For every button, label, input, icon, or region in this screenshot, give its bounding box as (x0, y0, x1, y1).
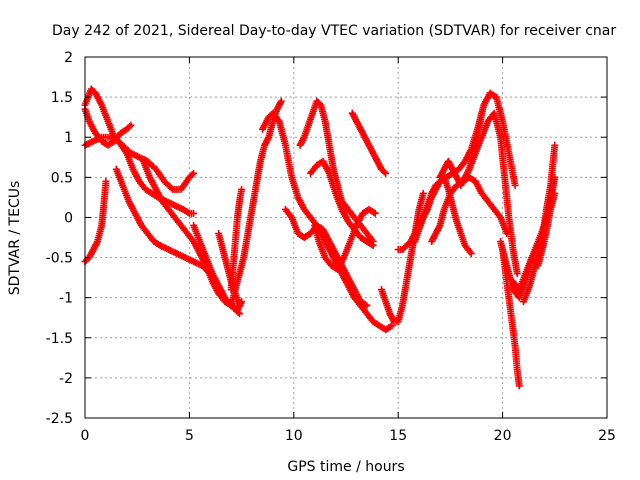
data-point (515, 382, 523, 390)
y-tick-label: -0.5 (46, 251, 73, 267)
x-tick-label: 15 (389, 428, 407, 444)
x-axis-label: GPS time / hours (287, 459, 404, 475)
y-tick-label: -1.5 (46, 331, 73, 347)
data-point (511, 181, 519, 189)
data-point (419, 189, 427, 197)
axis-ticks: 0 5 10 15 20 25 -2.5 -2 -1.5 -1 -0.5 0 0.5 1 1.5 2 (46, 50, 616, 444)
y-tick-label: 1.5 (51, 90, 73, 106)
series-arc-1 (81, 85, 198, 193)
x-tick-label: 20 (494, 428, 512, 444)
data-point (102, 177, 110, 185)
x-tick-label: 25 (598, 428, 616, 444)
y-tick-label: -2 (59, 371, 73, 387)
series-arc-15 (311, 205, 379, 274)
data-point (371, 209, 379, 217)
data-point (277, 97, 285, 105)
x-tick-label: 0 (81, 428, 90, 444)
data-point (503, 229, 511, 237)
series-arc-26 (519, 141, 559, 306)
data-point (236, 302, 244, 310)
y-tick-label: -2.5 (46, 411, 73, 427)
data-point (127, 121, 135, 129)
data-point (190, 169, 198, 177)
data-point (363, 302, 371, 310)
data-point (382, 169, 390, 177)
data-point (167, 184, 175, 192)
y-tick-label: 0 (64, 210, 73, 226)
y-tick-label: 2 (64, 50, 73, 66)
data-point (513, 270, 521, 278)
series-arc-10 (227, 185, 246, 294)
data-point (369, 242, 377, 250)
data-point (388, 322, 396, 330)
series-arc-12 (281, 205, 371, 310)
data-points (81, 85, 559, 390)
data-point (188, 171, 196, 179)
data-point (551, 141, 559, 149)
x-tick-label: 10 (285, 428, 303, 444)
data-point (467, 250, 475, 258)
y-tick-label: 0.5 (51, 170, 73, 186)
data-point (478, 109, 486, 117)
data-point (380, 168, 388, 176)
y-tick-label: -1 (59, 291, 73, 307)
series-arc-3 (81, 105, 135, 149)
chart-title: Day 242 of 2021, Sidereal Day-to-day VTE… (52, 23, 616, 39)
data-point (238, 185, 246, 193)
series-arc-14 (307, 157, 377, 250)
data-point (126, 123, 134, 131)
y-tick-label: 1 (64, 130, 73, 146)
plot-frame (84, 56, 608, 419)
data-point (190, 209, 198, 217)
data-point (236, 310, 244, 318)
series-arc-16 (348, 109, 390, 177)
series-arc-5 (81, 177, 110, 266)
x-tick-label: 5 (185, 428, 194, 444)
series-arc-22 (465, 109, 521, 278)
y-axis-label: SDTVAR / TECUs (7, 181, 23, 296)
